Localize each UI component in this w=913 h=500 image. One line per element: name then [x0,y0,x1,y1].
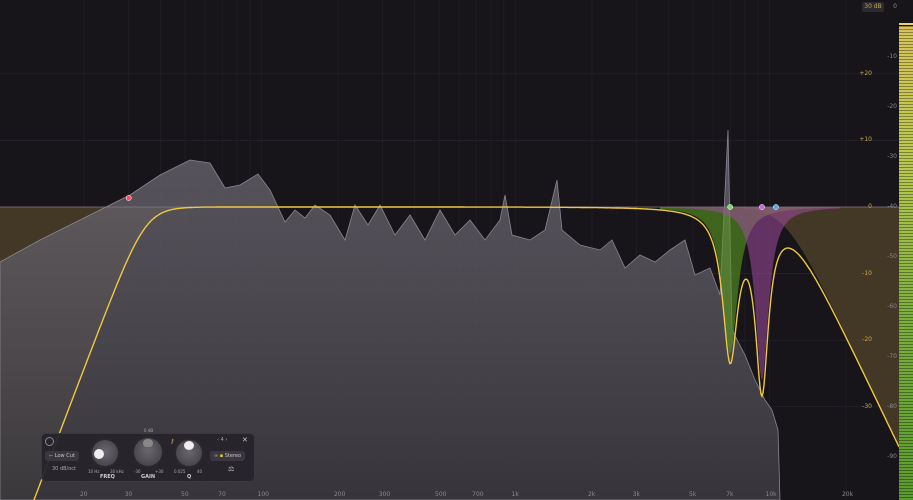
eq-curve [33,206,900,500]
filter-type-label: Low Cut [54,453,75,459]
freq-tick-label: 20 [79,491,88,498]
knob-indicator [94,449,104,459]
freq-label: FREQ [100,474,115,480]
freq-tick-label: 20k [841,491,854,498]
freq-tick-label: 5k [689,491,697,498]
stereo-icon: ∞ [214,453,220,459]
freq-tick-label: 10k [765,491,777,498]
freq-tick-label: 700 [472,491,484,498]
channel-label: Stereo [224,453,242,459]
spectrum-db-tick-label: -10 [887,53,897,60]
knob-indicator [143,439,153,447]
freq-tick-label: 300 [378,491,391,498]
link-icon[interactable]: ⚷ [170,438,175,445]
spectrum-db-tick-label: -30 [887,153,897,160]
gain-value: 0 dB [144,428,154,433]
close-icon[interactable]: ✕ [242,436,248,444]
filter-type-button[interactable]: ⌐ Low Cut [45,451,79,461]
eq-db-tick-label: -30 [862,402,872,410]
band-1-node[interactable] [125,195,132,201]
freq-tick-label: 50 [181,491,189,498]
knob-indicator [184,441,194,450]
spectrum-db-tick-label: -90 [887,453,897,460]
eq-db-tick-label: -10 [862,269,872,277]
band-3-node[interactable] [759,204,765,210]
display-range-button[interactable]: 30 dB [862,2,884,12]
next-band-icon[interactable]: › [223,437,228,443]
band-3-fill [660,207,840,381]
freq-tick-label: 7k [726,491,734,498]
freq-max: 30 kHz [110,469,124,474]
freq-min: 10 Hz [88,469,100,474]
output-meter-peak [899,23,913,25]
band-control-panel: ⌐ Low Cut 30 dB/oct 10 Hz 30 kHz FREQ 0 … [41,428,255,482]
freq-tick-label: 70 [218,491,226,498]
freq-tick-label: 30 [124,491,133,498]
spectrum-db-tick-label: -50 [887,253,897,260]
freq-tick-label: 200 [333,491,346,498]
spectrum-db-tick-label: -60 [887,303,897,310]
prev-band-icon[interactable]: ‹ [217,437,221,443]
band-number: 4 [220,437,224,443]
q-min: 0.025 [174,469,186,474]
q-knob[interactable] [176,440,202,466]
freq-tick-label: 3k [632,491,640,498]
gain-label: GAIN [141,474,156,480]
slope-label[interactable]: 30 dB/oct [52,466,77,472]
eq-db-tick-label: -20 [862,336,872,344]
freq-tick-label: 100 [257,491,269,498]
spectrum-db-tick-label: -70 [887,353,897,360]
spectrum-db-tick-label: -20 [887,103,897,110]
split-icon[interactable]: ⚖ [228,465,235,473]
gain-max: +30 [155,469,164,474]
power-icon[interactable] [45,437,54,446]
gain-min: -30 [134,469,141,474]
band-nav[interactable]: ‹ 4 › [217,437,227,443]
eq-db-tick-label: +20 [859,69,872,77]
band-2-node[interactable] [727,204,734,210]
band-4-node[interactable] [773,204,779,210]
freq-knob[interactable] [92,440,118,466]
freq-tick-label: 2k [587,491,596,498]
gain-knob[interactable] [134,438,162,466]
q-label: Q [187,474,192,480]
eq-db-tick-label: 0 [868,203,872,210]
freq-tick-label: 1k [511,491,519,498]
low-cut-icon: ⌐ [49,453,55,459]
eq-db-tick-label: +10 [859,136,872,144]
channel-button[interactable]: ∞ ▪ Stereo [210,451,246,461]
q-max: 40 [197,469,203,474]
spectrum-db-tick-label: -80 [887,403,897,410]
output-level-meter [899,26,913,500]
spectrum-analyzer [0,129,781,500]
spectrum-db-tick-label: -40 [887,203,897,210]
freq-tick-label: 500 [435,491,447,498]
active-dot-icon: ▪ [219,453,225,459]
spectrum-db-tick-label: 0 [893,3,897,10]
